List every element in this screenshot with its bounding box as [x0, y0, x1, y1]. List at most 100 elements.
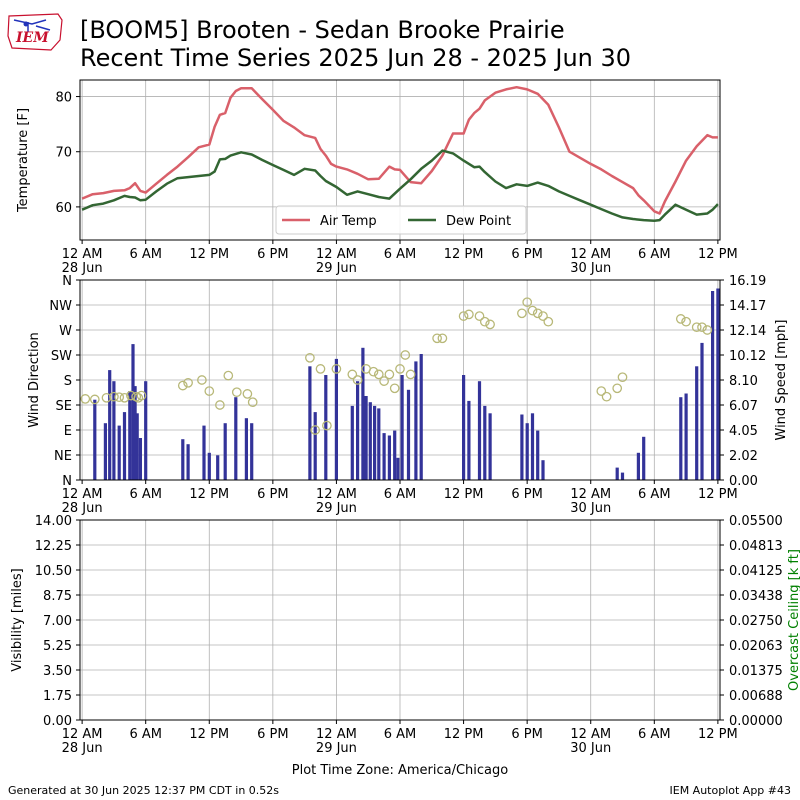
wind-direction-point	[80, 394, 91, 404]
wind-speed-bar	[131, 344, 135, 480]
wind-speed-bar	[138, 438, 142, 480]
wind-direction-point	[479, 316, 490, 327]
vis-xtick-label: 12 AM	[316, 727, 357, 742]
wind-direction-point	[527, 305, 538, 316]
wind-speed-bar	[406, 389, 411, 480]
vis-ytick-label: 10.50	[35, 564, 72, 579]
wind-direction-point	[464, 309, 474, 320]
wind-speed-bar	[122, 412, 127, 480]
wind-speed-ylabel: Wind Speed [mph]	[774, 320, 789, 441]
wind-speed-bar	[620, 472, 625, 480]
temp-xtick-label: 12 PM	[444, 247, 484, 262]
temp-ylabel: Temperature [F]	[16, 108, 31, 213]
vis-xtick-label: 12 PM	[444, 727, 484, 742]
wind-xtick-label: 6 PM	[511, 487, 542, 502]
wind-direction-point	[231, 387, 242, 398]
wind-speed-bar	[525, 423, 529, 480]
wind-speed-bar	[313, 412, 317, 480]
wind-speed-bar	[483, 405, 487, 480]
wind-direction-point	[485, 319, 495, 330]
wind-speed-bar	[356, 381, 360, 480]
vis-ytick-label: 7.00	[43, 614, 72, 629]
wind-speed-bar	[530, 413, 535, 480]
wind-direction-point	[223, 370, 234, 381]
wind-direction-point	[204, 386, 215, 396]
wind-speed-tick-label: 10.12	[729, 349, 766, 364]
wind-direction-point	[400, 350, 411, 360]
wind-dir-tick-label: N	[62, 474, 72, 489]
temp-ytick-label: 70	[55, 146, 72, 161]
wind-speed-bar	[361, 347, 365, 480]
wind-speed-bar	[117, 425, 121, 480]
vis-xtick-label: 12 PM	[189, 727, 229, 742]
wind-speed-bar	[144, 381, 148, 480]
logo-text: IEM	[16, 30, 49, 46]
wind-direction-point	[681, 316, 691, 327]
temp-xtick-date: 29 Jun	[316, 261, 357, 276]
vis-ytick-label: 14.00	[35, 514, 72, 529]
wind-direction-point	[331, 364, 342, 374]
wind-direction-point	[177, 380, 188, 391]
wind-direction-point	[379, 376, 389, 386]
wind-direction-point	[458, 311, 469, 321]
wind-direction-point	[395, 364, 405, 374]
air-temp-line	[81, 85, 718, 215]
temp-xtick-label: 12 PM	[189, 247, 229, 262]
wind-speed-bar	[244, 418, 248, 480]
wind-speed-tick-label: 6.07	[729, 399, 758, 414]
wind-direction-point	[197, 375, 207, 385]
wind-direction-point	[389, 383, 400, 394]
wind-direction-point	[384, 369, 395, 380]
vis-ytick-label: 1.75	[43, 689, 72, 704]
wind-speed-bar	[393, 430, 397, 480]
temp-legend-box	[275, 205, 527, 235]
wind-speed-bar	[364, 396, 368, 480]
vis-xtick-label: 6 AM	[638, 727, 671, 742]
wind-direction-point	[310, 425, 321, 435]
vis-ytick-label: 3.50	[43, 664, 72, 679]
wind-speed-bar	[368, 402, 372, 480]
wind-direction-point	[347, 369, 358, 380]
temp-xtick-date: 28 Jun	[62, 261, 103, 276]
vis-ytick-label: 5.25	[43, 639, 72, 654]
vis-xtick-label: 6 PM	[511, 727, 542, 742]
wind-speed-bar	[711, 291, 715, 480]
wind-direction-point	[89, 394, 100, 405]
wind-dir-tick-label: W	[59, 324, 72, 339]
wind-direction-point	[352, 375, 363, 385]
wind-direction-point	[183, 377, 193, 388]
wind-speed-bar	[419, 354, 423, 480]
wind-speed-bar	[223, 423, 227, 480]
ceiling-ytick-label: 0.01375	[729, 664, 783, 679]
wind-xtick-label: 6 AM	[384, 487, 417, 502]
wind-direction-point	[432, 333, 442, 344]
wind-direction-point	[247, 397, 258, 408]
temp-xtick-label: 12 AM	[570, 247, 611, 262]
wind-xtick-label: 12 AM	[316, 487, 357, 502]
wind-xtick-label: 12 AM	[570, 487, 611, 502]
wind-speed-bar	[477, 381, 482, 480]
wind-speed-bar	[373, 405, 377, 480]
wind-speed-bar	[679, 397, 683, 480]
wind-dir-tick-label: NW	[49, 299, 72, 314]
wind-xtick-label: 12 AM	[62, 487, 103, 502]
wind-direction-point	[101, 392, 112, 403]
chart-title-line1: [BOOM5] Brooten - Sedan Brooke Prairie	[80, 16, 565, 44]
vis-xtick-label: 6 PM	[257, 727, 288, 742]
visibility-ylabel: Visibility [miles]	[10, 568, 25, 671]
wind-direction-ylabel: Wind Direction	[27, 332, 42, 428]
wind-direction-point	[405, 369, 416, 380]
wind-direction-point	[697, 322, 707, 333]
wind-speed-tick-label: 14.17	[729, 299, 766, 314]
wind-direction-point	[114, 392, 125, 403]
wind-speed-bar	[108, 370, 112, 480]
wind-direction-point	[373, 369, 384, 380]
vis-xtick-label: 12 AM	[62, 727, 103, 742]
wind-direction-point	[601, 391, 612, 402]
wind-speed-bar	[308, 366, 312, 480]
wind-speed-tick-label: 4.05	[729, 424, 758, 439]
wind-speed-bar	[93, 399, 97, 480]
wind-speed-bar	[103, 423, 107, 480]
vis-xtick-label: 12 AM	[570, 727, 611, 742]
